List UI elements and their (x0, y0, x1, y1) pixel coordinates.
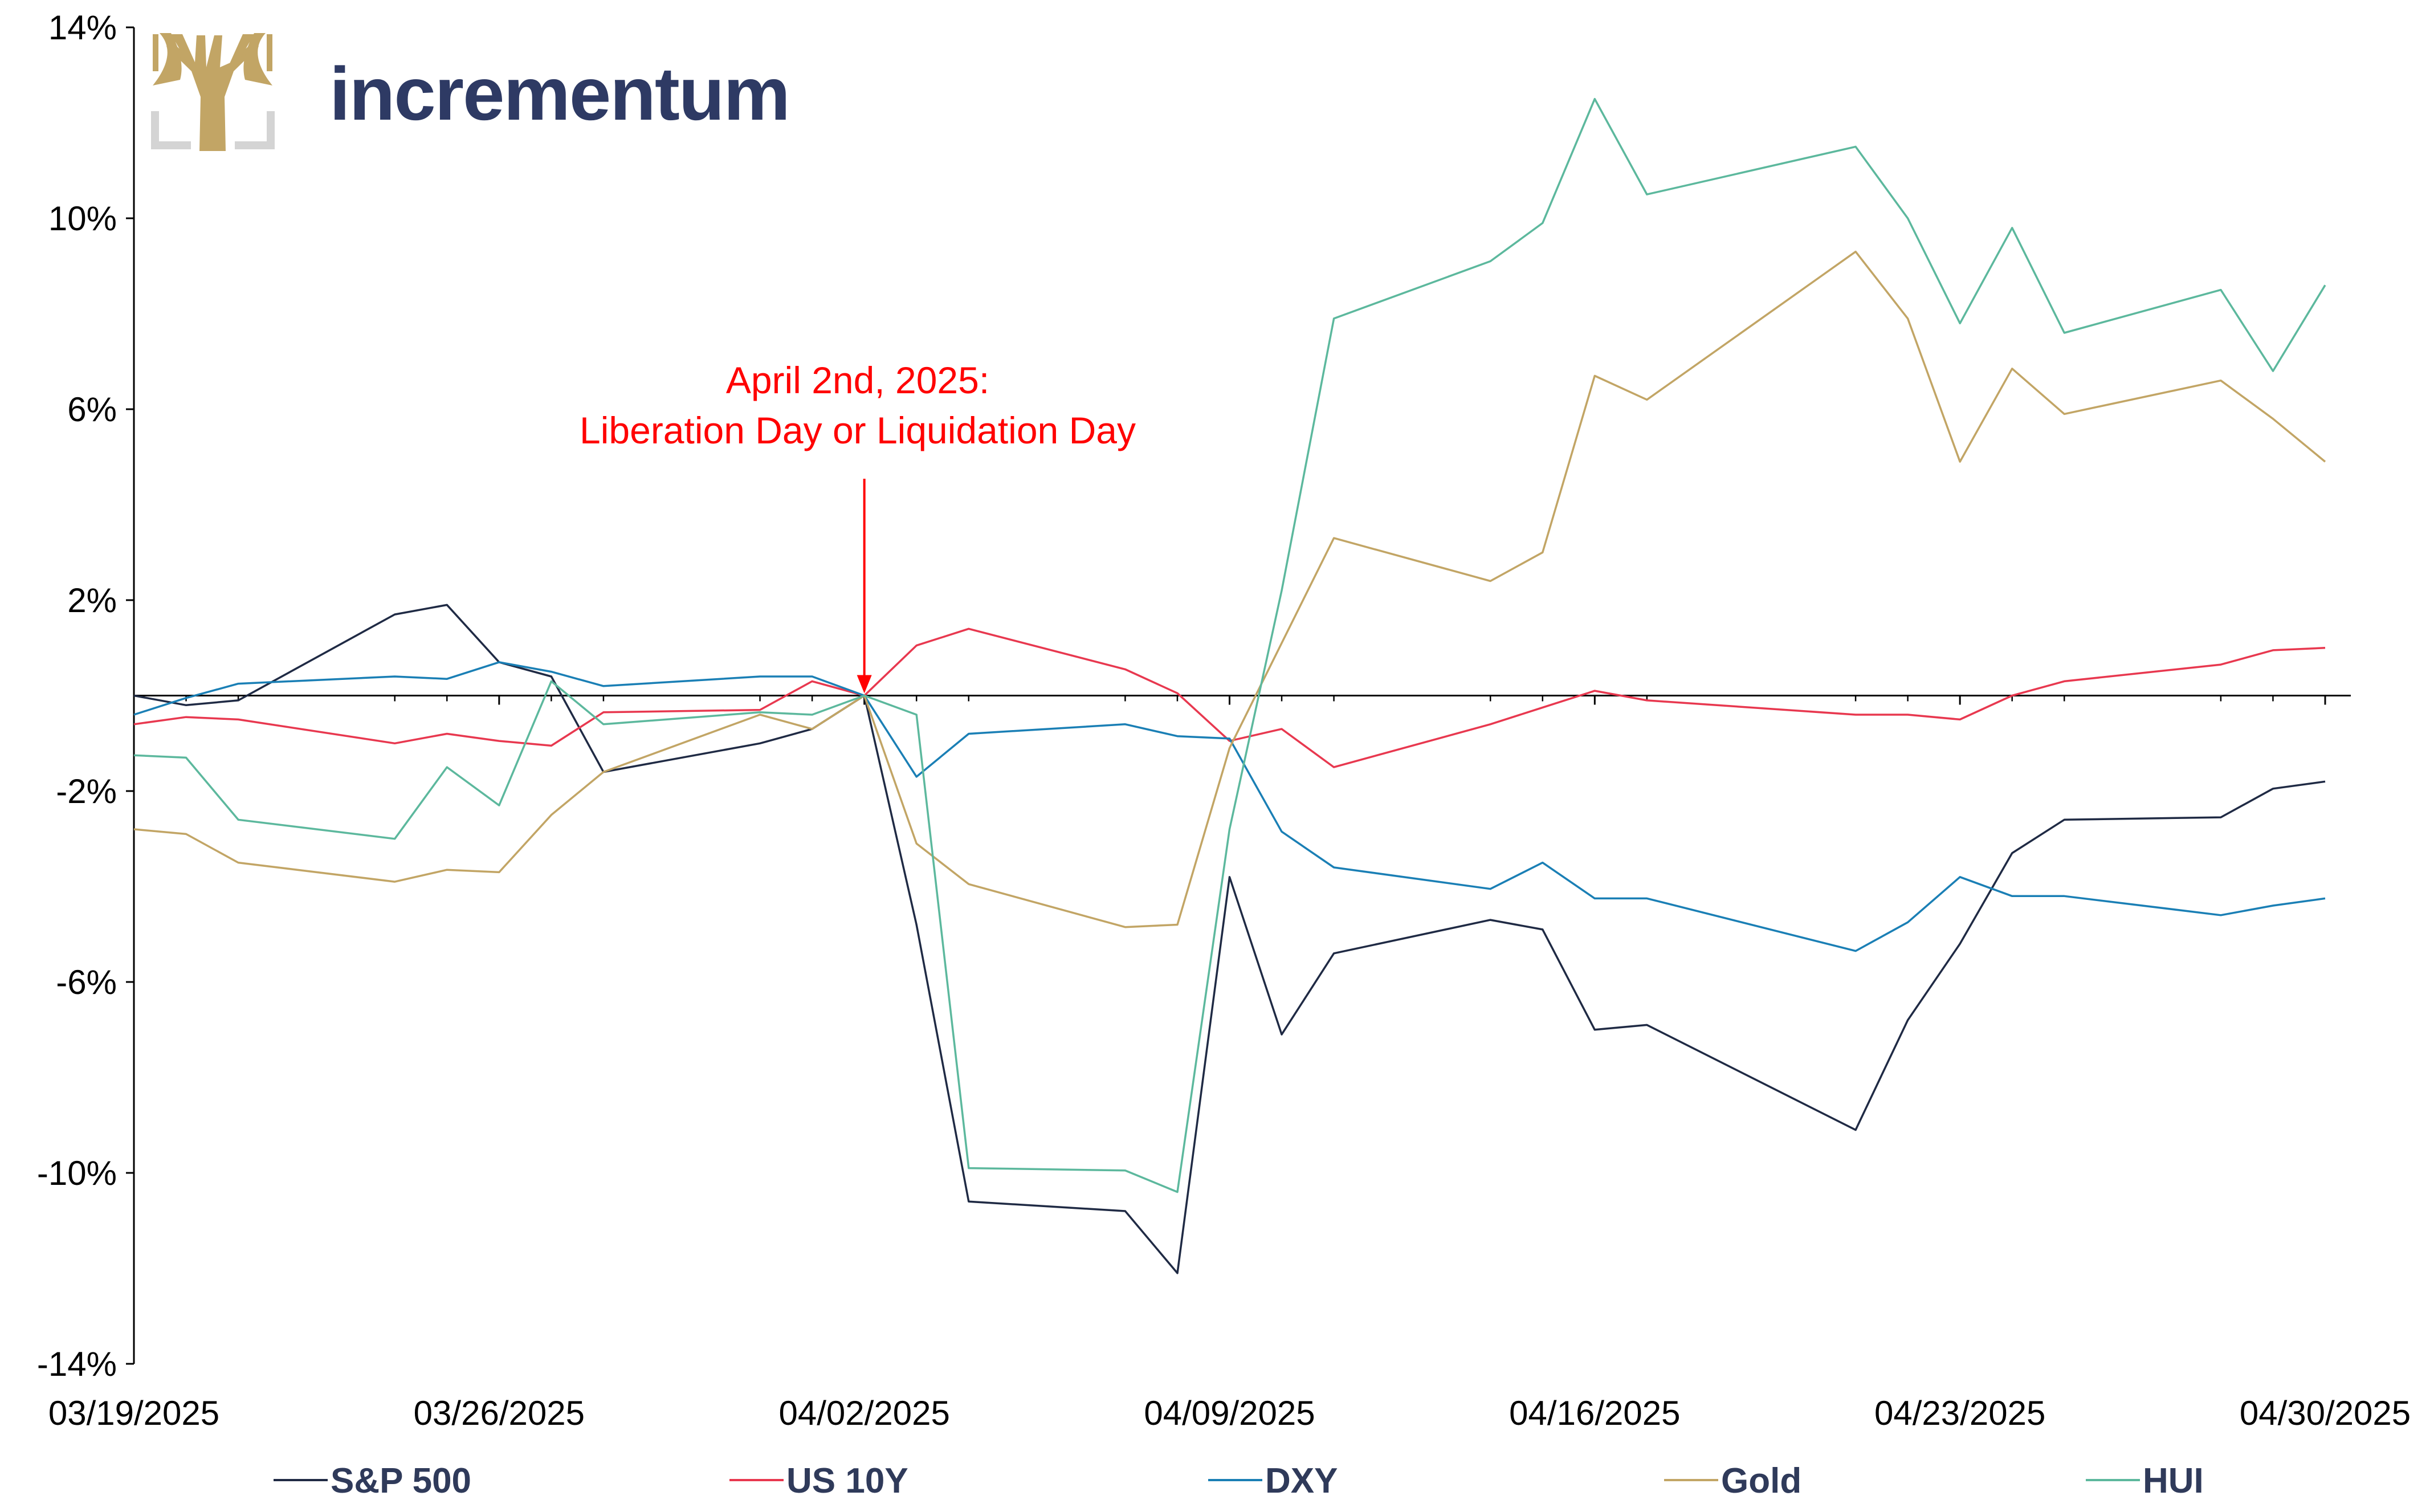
legend-label: S&P 500 (331, 1461, 471, 1501)
x-tick-label: 04/02/2025 (779, 1394, 950, 1432)
y-tick-label: -14% (37, 1345, 117, 1383)
y-tick-label: 14% (48, 9, 117, 47)
x-tick-label: 03/19/2025 (48, 1394, 219, 1432)
x-tick-label: 04/09/2025 (1144, 1394, 1315, 1432)
y-tick-label: -6% (56, 963, 117, 1001)
logo-tree (153, 33, 272, 151)
annotation-line-2: Liberation Day or Liquidation Day (580, 409, 1136, 451)
legend-item: Gold (1664, 1461, 1801, 1501)
y-tick-label: 2% (67, 581, 117, 620)
logo-tree-canopy (153, 33, 272, 85)
annotation-line-1: April 2nd, 2025: (726, 359, 989, 401)
annotation-arrow-head (857, 675, 872, 694)
legend-item: DXY (1208, 1461, 1338, 1501)
tree-logo-icon (151, 33, 275, 151)
chart-legend: S&P 500 US 10Y DXY Gold HUI (274, 1461, 2204, 1501)
x-tick-label: 03/26/2025 (414, 1394, 585, 1432)
series-line-s-p-500 (133, 604, 2326, 1274)
legend-label: HUI (2143, 1461, 2204, 1501)
y-tick-label: -2% (56, 772, 117, 810)
legend-label: DXY (1265, 1461, 1338, 1501)
y-tick-label: -10% (37, 1154, 117, 1192)
incrementum-logo: incrementum (151, 33, 790, 151)
chart-axes: -14% -10% -6% -2% 2% 6% 10% 14% 03/19/2025 03/26/… (37, 9, 2411, 1432)
x-tick-label: 04/16/2025 (1509, 1394, 1680, 1432)
chart-series (133, 97, 2326, 1274)
logo-tree-trunk (166, 35, 259, 151)
logo-bracket (151, 111, 275, 149)
legend-label: US 10Y (786, 1461, 908, 1501)
series-line-hui (133, 97, 2326, 1193)
series-line-gold (133, 250, 2326, 928)
incrementum-wordmark: incrementum (329, 52, 789, 136)
liberation-day-annotation: April 2nd, 2025: Liberation Day or Liqui… (580, 359, 1136, 694)
legend-item: S&P 500 (274, 1461, 471, 1501)
x-tick-label: 04/30/2025 (2240, 1394, 2411, 1432)
legend-item: HUI (2086, 1461, 2204, 1501)
y-tick-label: 6% (67, 390, 117, 429)
legend-item: US 10Y (729, 1461, 908, 1501)
legend-label: Gold (1721, 1461, 1801, 1501)
series-line-dxy (133, 661, 2326, 952)
y-tick-label: 10% (48, 199, 117, 238)
series-line-us-10y (133, 627, 2326, 768)
x-tick-label: 04/23/2025 (1874, 1394, 2045, 1432)
